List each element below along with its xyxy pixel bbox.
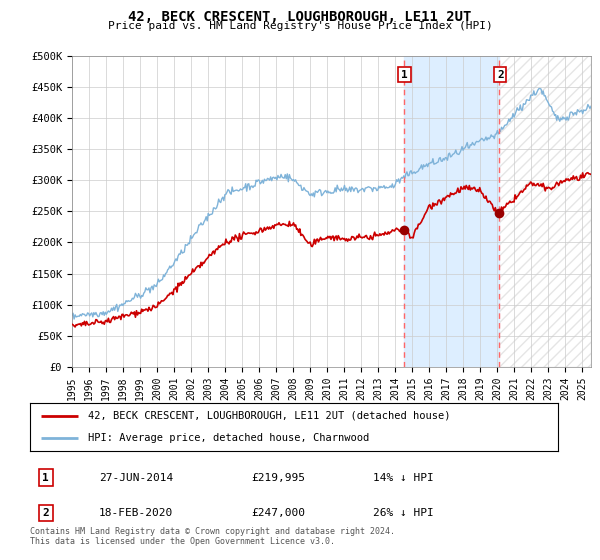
Text: HPI: Average price, detached house, Charnwood: HPI: Average price, detached house, Char… [88, 433, 370, 444]
Text: £247,000: £247,000 [252, 508, 306, 518]
Text: 2: 2 [497, 69, 503, 80]
Text: 1: 1 [43, 473, 49, 483]
Text: 42, BECK CRESCENT, LOUGHBOROUGH, LE11 2UT (detached house): 42, BECK CRESCENT, LOUGHBOROUGH, LE11 2U… [88, 410, 451, 421]
Text: 26% ↓ HPI: 26% ↓ HPI [373, 508, 434, 518]
Bar [404, 56, 499, 367]
Text: 14% ↓ HPI: 14% ↓ HPI [373, 473, 434, 483]
Text: £219,995: £219,995 [252, 473, 306, 483]
Text: Price paid vs. HM Land Registry's House Price Index (HPI): Price paid vs. HM Land Registry's House … [107, 21, 493, 31]
Text: 1: 1 [401, 69, 408, 80]
Text: 2: 2 [43, 508, 49, 518]
Text: 18-FEB-2020: 18-FEB-2020 [98, 508, 173, 518]
Text: 27-JUN-2014: 27-JUN-2014 [98, 473, 173, 483]
Text: Contains HM Land Registry data © Crown copyright and database right 2024.
This d: Contains HM Land Registry data © Crown c… [30, 526, 395, 546]
Text: 42, BECK CRESCENT, LOUGHBOROUGH, LE11 2UT: 42, BECK CRESCENT, LOUGHBOROUGH, LE11 2U… [128, 10, 472, 24]
